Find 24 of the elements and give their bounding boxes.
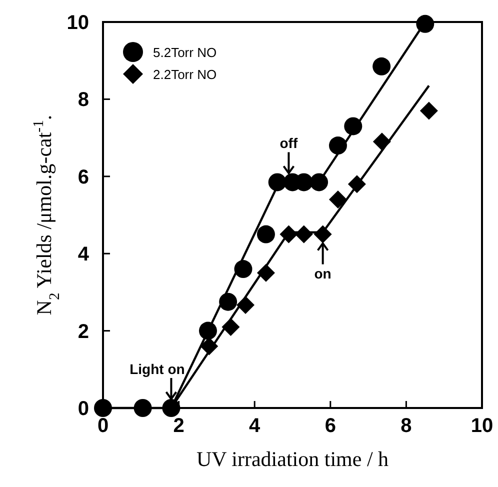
point (420, 102, 438, 120)
x-tick-label: 10 (470, 415, 494, 437)
x-tick-label: 8 (400, 415, 412, 437)
x-tick-label: 2 (173, 415, 184, 437)
y-tick-label: 0 (78, 398, 89, 420)
point (94, 399, 112, 417)
x-tick-label: 0 (97, 415, 109, 437)
point (416, 14, 434, 33)
x-tick-label: 6 (324, 415, 336, 437)
y-tick-label: 6 (78, 166, 89, 188)
point (328, 190, 347, 209)
x-axis-title: UV irradiation time / h (196, 447, 390, 471)
x-tick-label: 4 (249, 415, 262, 437)
legend-label: 5.2Torr NO (153, 45, 217, 60)
point (372, 57, 391, 76)
annotation: on (314, 265, 332, 282)
y-tick-label: 8 (78, 89, 89, 112)
annotation: off (280, 135, 298, 152)
point (256, 225, 275, 244)
y-tick-label: 10 (66, 12, 89, 34)
annotation: Light on (130, 361, 185, 377)
y-tick-label: 2 (78, 320, 89, 343)
legend-label: 2.2Torr NO (153, 67, 217, 82)
y-tick-label: 4 (78, 244, 90, 266)
